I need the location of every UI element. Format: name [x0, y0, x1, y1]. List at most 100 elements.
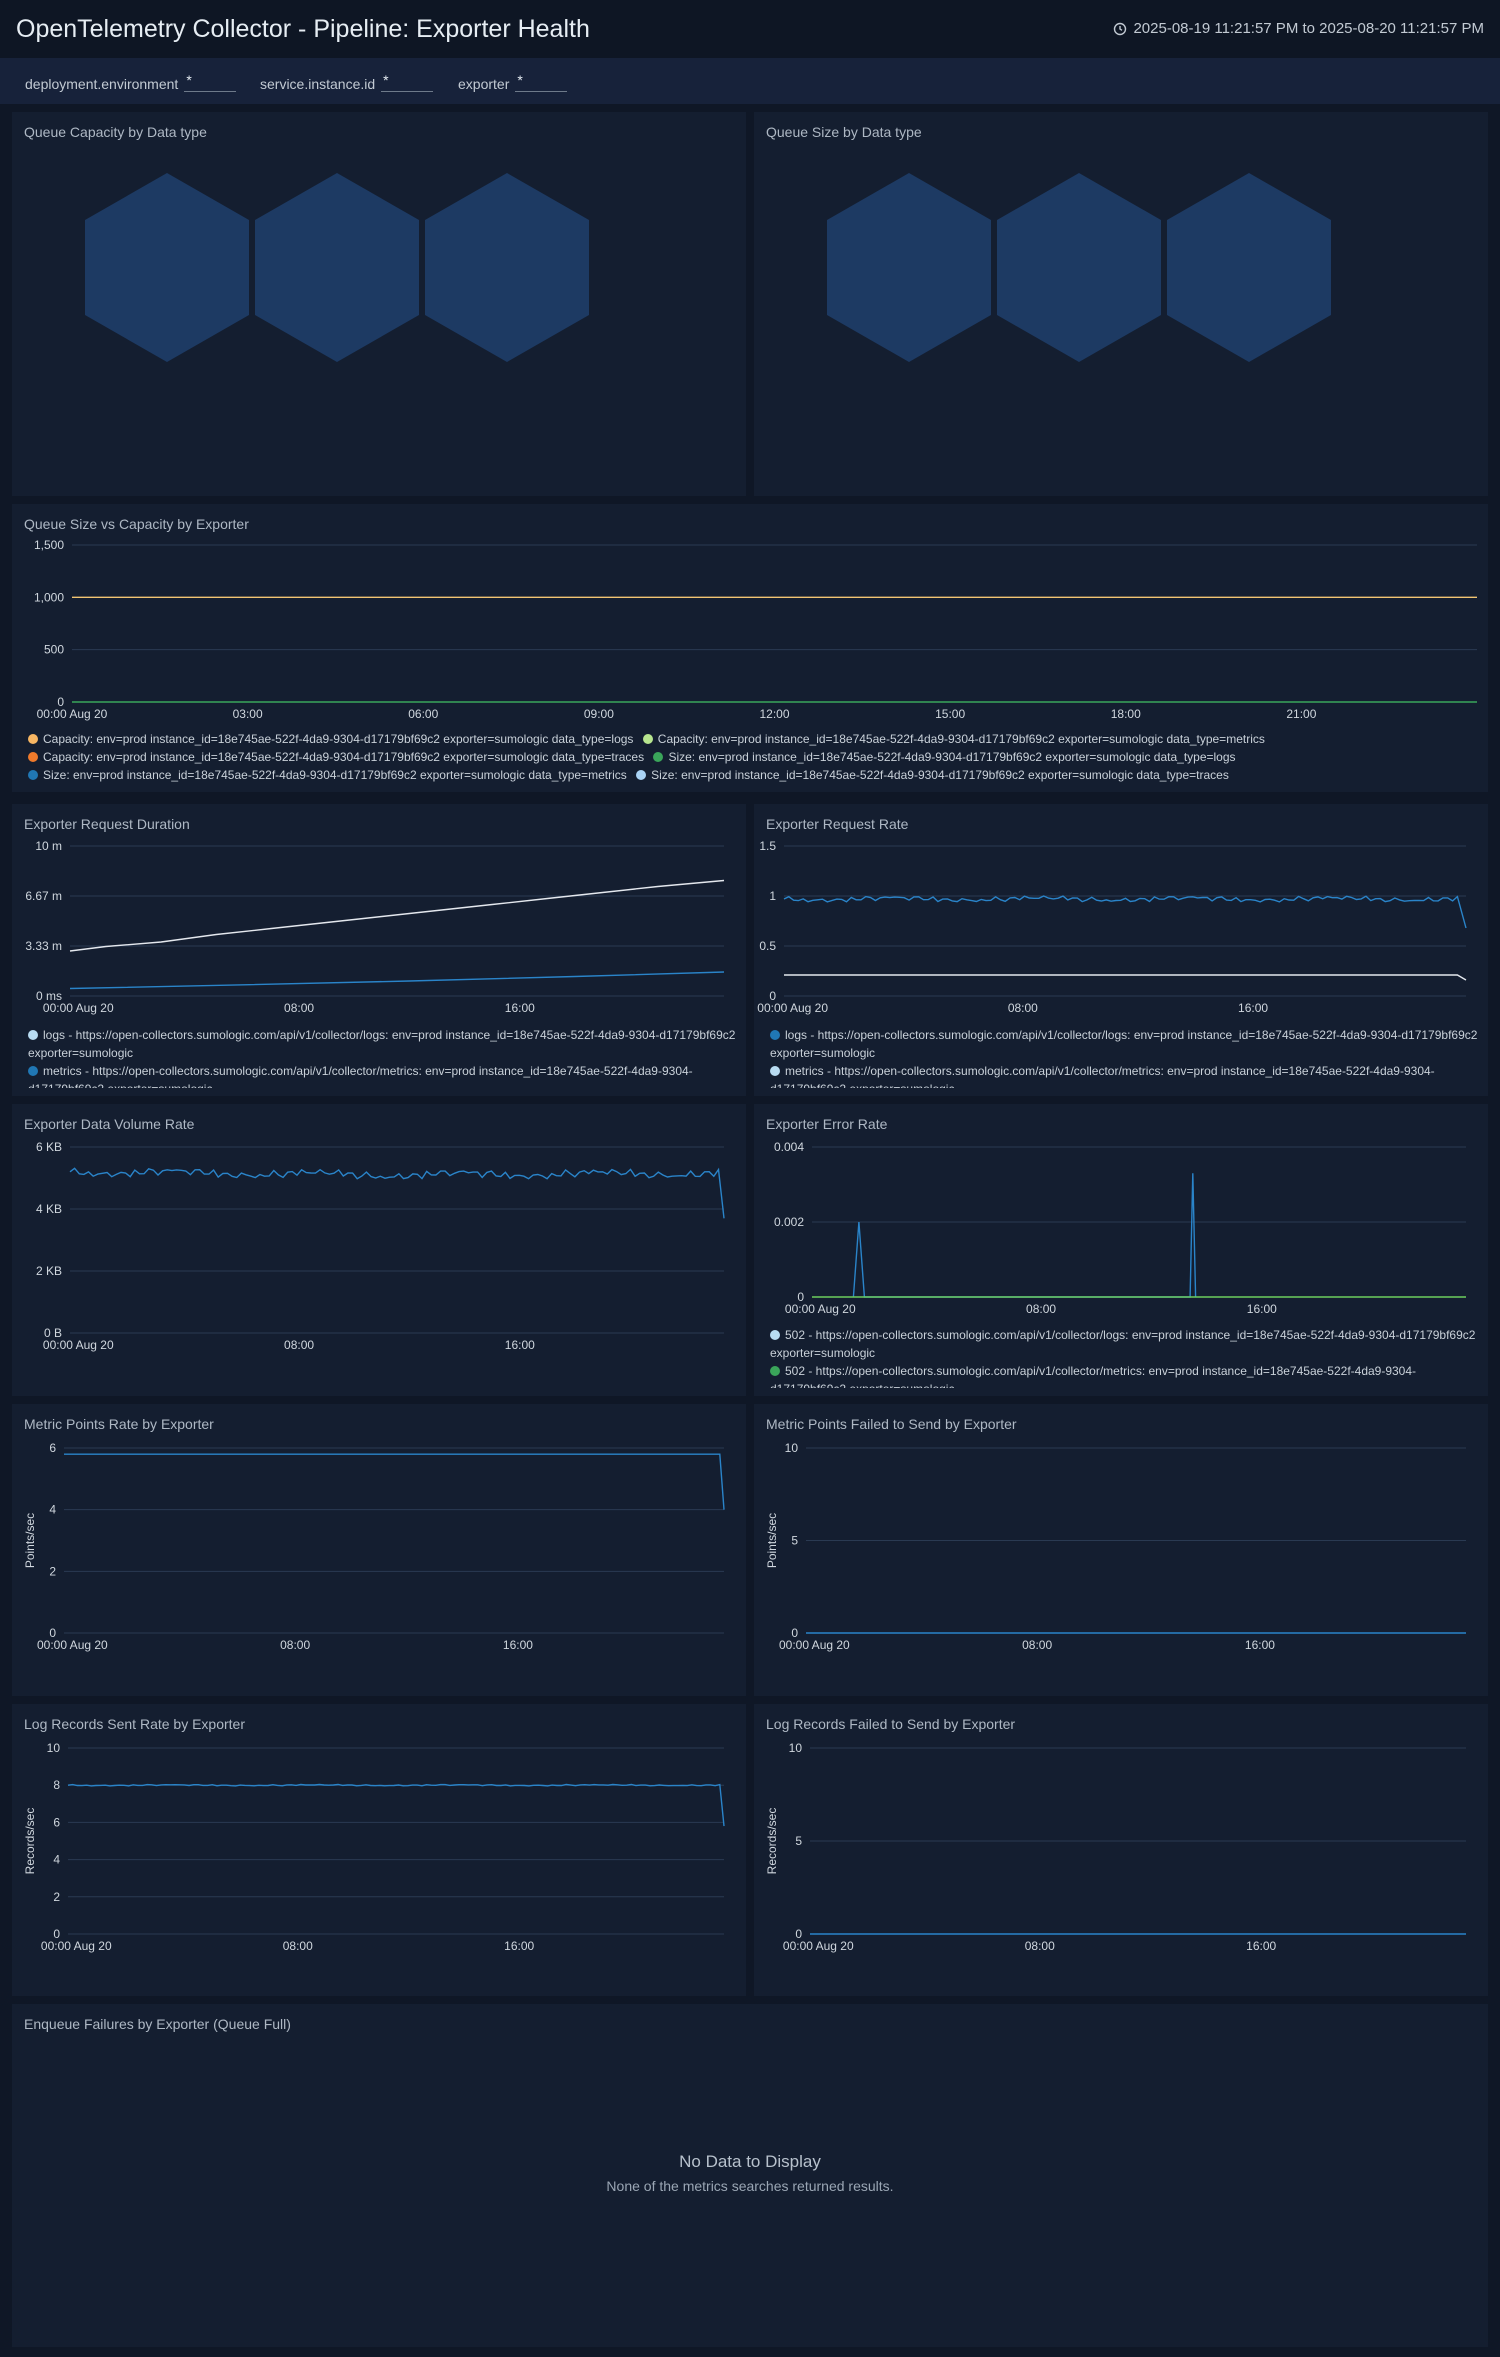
legend-swatch: [28, 770, 38, 780]
y-tick-label: 1: [769, 889, 776, 903]
honeycomb-cell[interactable]: [827, 173, 991, 362]
y-tick-label: 4: [49, 1503, 56, 1517]
panel-exporter-error-rate: Exporter Error Rate 0 0.002 0.004 00:00 Aug…: [754, 1104, 1488, 1396]
legend-label: metrics - https://open-collectors.sumolo…: [28, 1064, 693, 1088]
filter-label: exporter: [458, 76, 510, 92]
legend-item[interactable]: logs - https://open-collectors.sumologic…: [770, 1026, 1480, 1062]
legend-item[interactable]: Size: env=prod instance_id=18e745ae-522f…: [653, 748, 1236, 766]
filter-value-input[interactable]: *: [184, 72, 237, 92]
y-tick-label: 1.5: [759, 839, 776, 853]
y-axis-label: Records/sec: [765, 1808, 779, 1875]
legend-swatch: [770, 1030, 780, 1040]
y-tick-label: 5: [791, 1534, 798, 1548]
series-line: [67, 1783, 725, 1827]
filter-label: deployment.environment: [25, 76, 179, 92]
legend-label: 502 - https://open-collectors.sumologic.…: [770, 1364, 1417, 1388]
legend-item[interactable]: Capacity: env=prod instance_id=18e745ae-…: [28, 730, 633, 748]
filter-service-instance-id[interactable]: service.instance.id *: [260, 72, 434, 92]
y-tick-label: 2: [53, 1890, 60, 1904]
legend-swatch: [636, 770, 647, 780]
legend-item[interactable]: Capacity: env=prod instance_id=18e745ae-…: [642, 730, 1265, 748]
y-tick-label: 10: [789, 1741, 803, 1755]
legend-item[interactable]: 502 - https://open-collectors.sumologic.…: [770, 1326, 1480, 1362]
legend-label: metrics - https://open-collectors.sumolo…: [770, 1064, 1435, 1088]
x-tick-label: 08:00: [284, 1001, 314, 1015]
honeycomb-cell[interactable]: [425, 173, 589, 362]
legend-item[interactable]: Capacity: env=prod instance_id=18e745ae-…: [28, 748, 644, 766]
no-data-message: None of the metrics searches returned re…: [606, 2178, 894, 2194]
y-tick-label: 10: [785, 1441, 799, 1455]
y-tick-label: 10: [47, 1741, 61, 1755]
honeycomb-cell[interactable]: [997, 173, 1161, 362]
panel-queue-size-vs-capacity: Queue Size vs Capacity by Exporter 0 500 1…: [12, 504, 1488, 792]
filter-value-input[interactable]: *: [381, 72, 434, 92]
y-tick-label: 5: [795, 1834, 802, 1848]
legend-label: Size: env=prod instance_id=18e745ae-522f…: [668, 750, 1236, 764]
legend-swatch: [28, 1066, 38, 1076]
y-tick-label: 3.33 m: [25, 939, 62, 953]
y-tick-label: 1,500: [34, 538, 64, 552]
legend-item[interactable]: Size: env=prod instance_id=18e745ae-522f…: [636, 766, 1229, 784]
x-tick-label: 00:00 Aug 20: [43, 1338, 114, 1352]
legend-item[interactable]: 502 - https://open-collectors.sumologic.…: [770, 1362, 1480, 1388]
panel-title: Log Records Failed to Send by Exporter: [766, 1716, 1016, 1732]
panel-exporter-request-rate: Exporter Request Rate 0 0.5 1 1.5 00:00 Aug …: [754, 804, 1488, 1096]
y-tick-label: 0: [53, 1927, 60, 1941]
no-data-title: No Data to Display: [679, 2152, 821, 2171]
honeycomb-cell[interactable]: [1167, 173, 1331, 362]
chart-legend: Capacity: env=prod instance_id=18e745ae-…: [28, 730, 1478, 784]
x-tick-label: 00:00 Aug 20: [757, 1001, 828, 1015]
x-tick-label: 00:00 Aug 20: [37, 1638, 108, 1652]
x-tick-label: 16:00: [1238, 1001, 1268, 1015]
x-tick-label: 08:00: [1026, 1302, 1056, 1316]
filter-value-input[interactable]: *: [515, 72, 568, 92]
honeycomb-cell[interactable]: [85, 173, 249, 362]
metric-points-rate-chart: 0 2 4 6 00:00 Aug 20 08:00 16:00 Points/sec: [23, 1441, 725, 1652]
x-tick-label: 08:00: [1022, 1638, 1052, 1652]
chart-legend: logs - https://open-collectors.sumologic…: [770, 1026, 1480, 1088]
legend-item[interactable]: metrics - https://open-collectors.sumolo…: [28, 1062, 738, 1088]
y-tick-label: 0: [57, 695, 64, 709]
y-tick-label: 2: [49, 1564, 56, 1578]
x-tick-label: 00:00 Aug 20: [37, 707, 108, 721]
y-tick-label: 8: [53, 1778, 60, 1792]
legend-label: Size: env=prod instance_id=18e745ae-522f…: [43, 768, 627, 782]
y-tick-label: 1,000: [34, 590, 64, 604]
x-tick-label: 16:00: [1245, 1638, 1275, 1652]
legend-item[interactable]: metrics - https://open-collectors.sumolo…: [770, 1062, 1480, 1088]
error-rate-chart: 0 0.002 0.004 00:00 Aug 20 08:00 16:00: [774, 1140, 1466, 1316]
y-tick-label: 0.5: [759, 939, 776, 953]
clock-icon: [1114, 22, 1127, 35]
panel-enqueue-failures: Enqueue Failures by Exporter (Queue Full…: [12, 2004, 1488, 2347]
panel-queue-capacity: Queue Capacity by Data type: [12, 112, 746, 496]
legend-swatch: [28, 734, 38, 744]
honeycomb-cell[interactable]: [255, 173, 419, 362]
y-tick-label: 0 B: [44, 1326, 62, 1340]
y-axis-label: Points/sec: [23, 1513, 37, 1568]
y-tick-label: 0: [791, 1626, 798, 1640]
legend-label: Capacity: env=prod instance_id=18e745ae-…: [43, 750, 645, 764]
x-tick-label: 16:00: [503, 1638, 533, 1652]
y-axis-label: Points/sec: [765, 1513, 779, 1568]
metric-points-failed-chart: 0 5 10 00:00 Aug 20 08:00 16:00 Points/sec: [765, 1441, 1466, 1652]
chart-legend: 502 - https://open-collectors.sumologic.…: [770, 1326, 1480, 1388]
series-line: [784, 974, 1467, 981]
panel-metric-points-failed: Metric Points Failed to Send by Exporter…: [754, 1404, 1488, 1696]
y-tick-label: 0 ms: [36, 989, 62, 1003]
y-tick-label: 0: [769, 989, 776, 1003]
legend-swatch: [28, 1030, 38, 1040]
panel-exporter-request-duration: Exporter Request Duration 0 ms 3.33 m 6.67…: [12, 804, 746, 1096]
panel-title: Enqueue Failures by Exporter (Queue Full…: [24, 2016, 291, 2032]
legend-label: Capacity: env=prod instance_id=18e745ae-…: [43, 732, 634, 746]
filter-deployment-environment[interactable]: deployment.environment *: [25, 72, 237, 92]
legend-item[interactable]: logs - https://open-collectors.sumologic…: [28, 1026, 738, 1062]
legend-swatch: [653, 752, 664, 762]
y-tick-label: 0.002: [774, 1215, 804, 1229]
legend-item[interactable]: Size: env=prod instance_id=18e745ae-522f…: [28, 766, 627, 784]
filter-exporter[interactable]: exporter *: [458, 72, 568, 92]
x-tick-label: 15:00: [935, 707, 965, 721]
time-range-picker[interactable]: 2025-08-19 11:21:57 PM to 2025-08-20 11:…: [1113, 20, 1484, 37]
panel-metric-points-rate: Metric Points Rate by Exporter 0 2 4 6 00:00…: [12, 1404, 746, 1696]
honeycomb-chart: [827, 173, 1331, 362]
panel-log-records-failed: Log Records Failed to Send by Exporter 0…: [754, 1704, 1488, 1996]
